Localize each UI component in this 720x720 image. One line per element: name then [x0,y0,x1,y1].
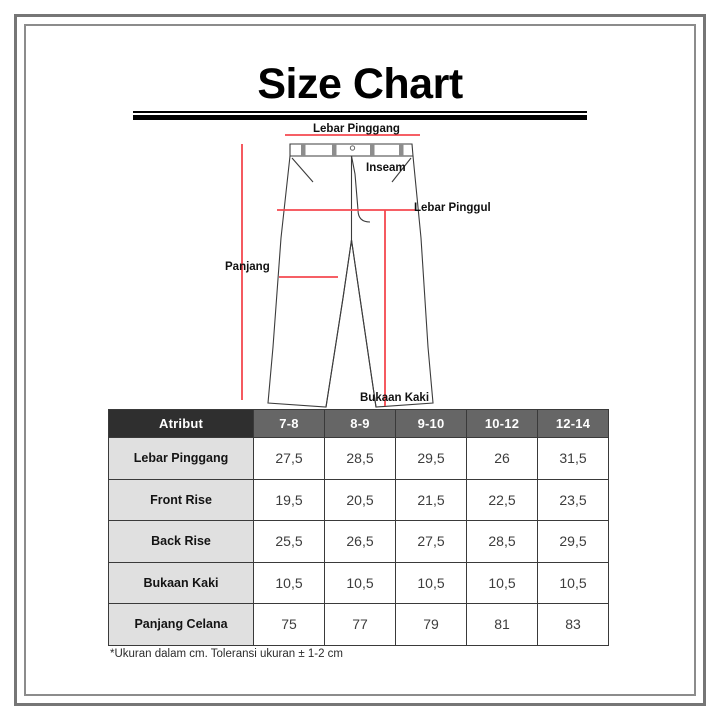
table-row: Panjang Celana 75 77 79 81 83 [108,603,609,646]
cell-value: 27,5 [395,520,467,563]
cell-value: 27,5 [253,437,325,480]
cell-value: 75 [253,603,325,646]
decorative-frame-inner [24,24,696,696]
label-panjang: Panjang [225,261,270,273]
label-lebar-pinggang: Lebar Pinggang [313,123,400,135]
table-row: Front Rise 19,5 20,5 21,5 22,5 23,5 [108,478,609,521]
cell-value: 25,5 [253,520,325,563]
table-row: Lebar Pinggang 27,5 28,5 29,5 26 31,5 [108,437,609,480]
size-table-wrap: Atribut 7-8 8-9 9-10 10-12 12-14 Lebar P… [108,409,609,646]
cell-value: 22,5 [466,478,538,521]
cell-value: 28,5 [466,520,538,563]
cell-value: 10,5 [253,561,325,604]
cell-value: 10,5 [395,561,467,604]
row-label: Lebar Pinggang [108,437,254,480]
footnote: *Ukuran dalam cm. Toleransi ukuran ± 1-2… [110,648,343,660]
table-row: Bukaan Kaki 10,5 10,5 10,5 10,5 10,5 [108,561,609,604]
cell-value: 81 [466,603,538,646]
table-header-size-5: 12-14 [537,409,609,438]
row-label: Front Rise [108,478,254,521]
label-lebar-pinggul: Lebar Pinggul [414,202,491,214]
cell-value: 10,5 [537,561,609,604]
table-header-size-1: 7-8 [253,409,325,438]
cell-value: 79 [395,603,467,646]
table-header-row: Atribut 7-8 8-9 9-10 10-12 12-14 [108,409,609,438]
cell-value: 26,5 [324,520,396,563]
cell-value: 83 [537,603,609,646]
table-header-size-4: 10-12 [466,409,538,438]
label-inseam: Inseam [366,162,406,174]
cell-value: 21,5 [395,478,467,521]
measurement-lines [241,134,420,406]
cell-value: 77 [324,603,396,646]
title-divider [133,111,587,120]
label-bukaan-kaki: Bukaan Kaki [360,392,430,404]
cell-value: 29,5 [395,437,467,480]
table-header-size-3: 9-10 [395,409,467,438]
pants-outline [267,143,434,408]
cell-value: 19,5 [253,478,325,521]
cell-value: 31,5 [537,437,609,480]
row-label: Bukaan Kaki [108,561,254,604]
cell-value: 20,5 [324,478,396,521]
row-label: Back Rise [108,520,254,563]
pants-diagram [180,122,540,412]
row-label: Panjang Celana [108,603,254,646]
cell-value: 26 [466,437,538,480]
cell-value: 10,5 [324,561,396,604]
cell-value: 29,5 [537,520,609,563]
table-header-attribute: Atribut [108,409,254,438]
page-title: Size Chart [257,60,463,108]
cell-value: 23,5 [537,478,609,521]
size-table: Atribut 7-8 8-9 9-10 10-12 12-14 Lebar P… [108,409,609,646]
table-row: Back Rise 25,5 26,5 27,5 28,5 29,5 [108,520,609,563]
table-header-size-2: 8-9 [324,409,396,438]
cell-value: 10,5 [466,561,538,604]
decorative-frame-outer [14,14,706,706]
cell-value: 28,5 [324,437,396,480]
